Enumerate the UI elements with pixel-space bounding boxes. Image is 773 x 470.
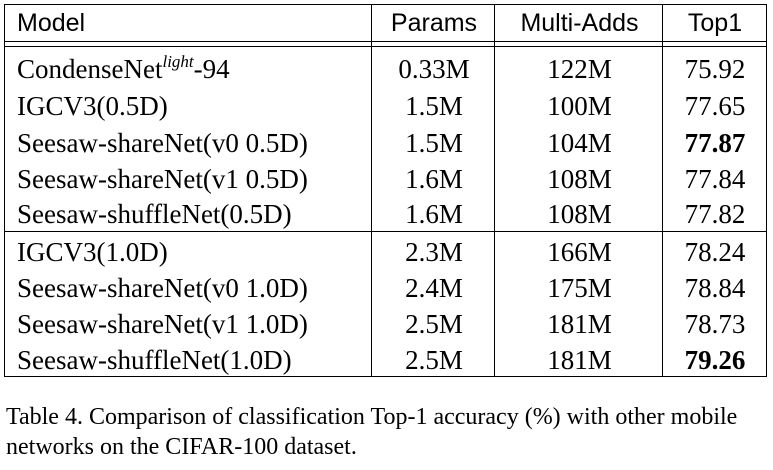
model-name: Seesaw-shareNet(v1 0.5D) (17, 164, 308, 194)
results-table: Model Params Multi-Adds Top1 CondenseNet… (4, 4, 767, 377)
header-top1: Top1 (687, 9, 743, 37)
table-cell-params: 2.4M (405, 273, 463, 303)
table-cell-top1: 78.84 (684, 273, 746, 303)
header-multi-adds: Multi-Adds (520, 9, 639, 37)
model-name: Seesaw-shareNet(v1 1.0D) (17, 309, 308, 339)
model-name: Seesaw-shuffleNet(0.5D) (17, 199, 292, 229)
table-cell-top1: 77.87 (684, 128, 746, 158)
model-superscript: light (162, 52, 194, 71)
table-cell-multi-adds: 175M (547, 273, 612, 303)
table-cell-multi-adds: 108M (547, 164, 612, 194)
model-suffix: -94 (193, 54, 230, 84)
table-cell-multi-adds: 108M (547, 199, 612, 229)
column-divider (371, 5, 372, 376)
model-name: IGCV3(1.0D) (17, 237, 168, 267)
group-divider (5, 231, 766, 232)
table-cell-model: Seesaw-shareNet(v1 0.5D) (17, 161, 308, 198)
table-cell-model: Seesaw-shuffleNet(0.5D) (17, 196, 292, 233)
table-cell-params: 2.3M (405, 237, 463, 267)
table-cell-model: CondenseNetlight-94 (17, 51, 230, 88)
table-cell-params: 1.5M (405, 128, 463, 158)
header-params: Params (390, 9, 478, 37)
table-cell-model: Seesaw-shareNet(v1 1.0D) (17, 306, 308, 343)
table-cell-multi-adds: 166M (547, 237, 612, 267)
model-name: Seesaw-shareNet(v0 1.0D) (17, 273, 308, 303)
table-cell-model: Seesaw-shareNet(v0 1.0D) (17, 270, 308, 307)
header-rule (5, 46, 766, 47)
table-cell-params: 2.5M (405, 309, 463, 339)
table-cell-params: 2.5M (405, 345, 463, 375)
table-cell-top1: 78.24 (684, 237, 746, 267)
table-cell-params: 1.6M (405, 164, 463, 194)
table-cell-multi-adds: 100M (547, 91, 612, 121)
table-cell-params: 1.5M (405, 91, 463, 121)
table-cell-top1: 75.92 (684, 54, 746, 84)
model-name: IGCV3(0.5D) (17, 91, 168, 121)
table-cell-params: 1.6M (405, 199, 463, 229)
column-divider (662, 5, 663, 376)
table-cell-model: IGCV3(0.5D) (17, 88, 168, 125)
table-cell-multi-adds: 122M (547, 54, 612, 84)
table-cell-top1: 78.73 (684, 309, 746, 339)
model-name: CondenseNet (17, 54, 163, 84)
model-name: Seesaw-shuffleNet(1.0D) (17, 345, 292, 375)
table-cell-top1: 77.82 (684, 199, 746, 229)
table-cell-model: Seesaw-shareNet(v0 0.5D) (17, 125, 308, 162)
table-cell-multi-adds: 181M (547, 345, 612, 375)
table-cell-top1: 79.26 (684, 345, 746, 375)
table-cell-top1: 77.65 (684, 91, 746, 121)
table-cell-model: IGCV3(1.0D) (17, 234, 168, 271)
table-cell-multi-adds: 104M (547, 128, 612, 158)
model-name: Seesaw-shareNet(v0 0.5D) (17, 128, 308, 158)
table-caption: Table 4. Comparison of classification To… (6, 404, 738, 460)
table-cell-model: Seesaw-shuffleNet(1.0D) (17, 342, 292, 379)
column-divider (494, 5, 495, 376)
table-cell-params: 0.33M (398, 54, 470, 84)
table-cell-multi-adds: 181M (547, 309, 612, 339)
header-rule (5, 41, 766, 42)
table-cell-top1: 77.84 (684, 164, 746, 194)
header-model: Model (17, 9, 86, 37)
